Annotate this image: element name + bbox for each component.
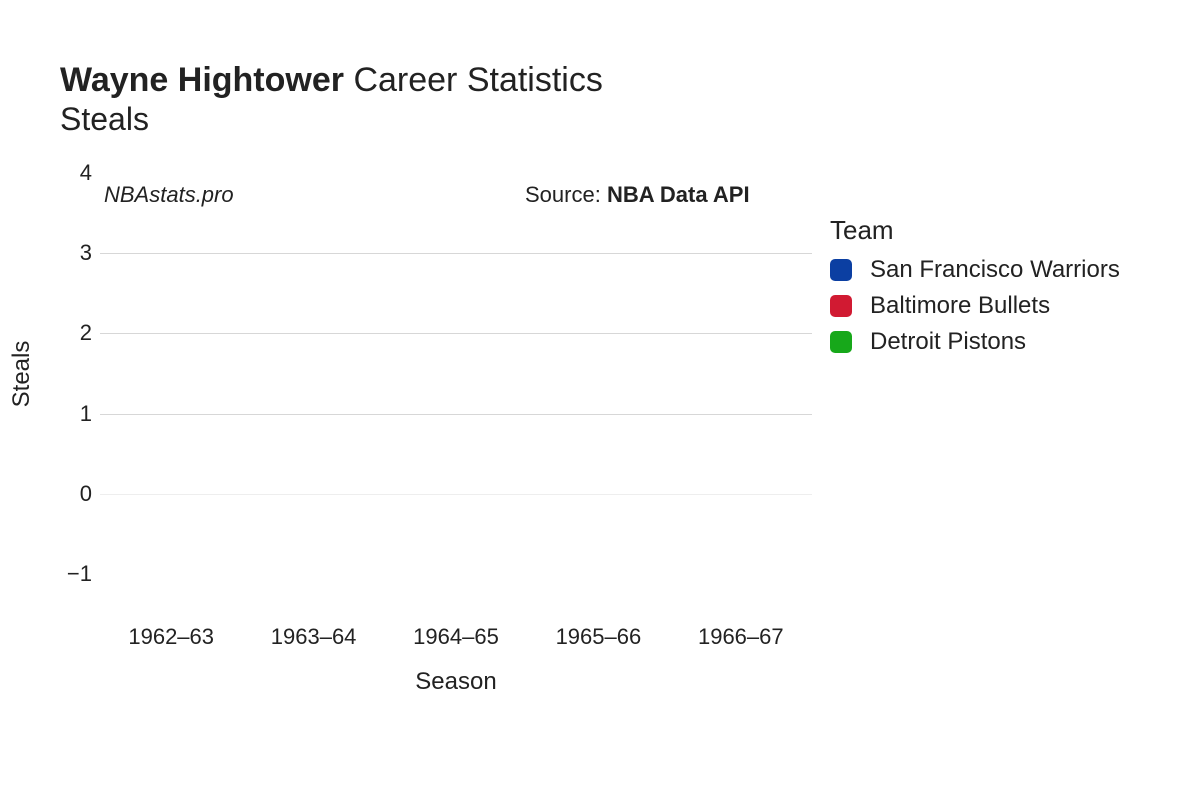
legend-swatch xyxy=(830,295,852,317)
legend: Team San Francisco Warriors Baltimore Bul… xyxy=(830,215,1120,364)
player-name: Wayne Hightower xyxy=(60,61,344,99)
legend-label: Baltimore Bullets xyxy=(870,292,1050,320)
legend-item: Baltimore Bullets xyxy=(830,292,1120,320)
chart-subtitle: Steals xyxy=(60,101,603,138)
legend-title: Team xyxy=(830,215,1120,246)
source-label: Source: NBA Data API xyxy=(525,182,750,208)
chart-title: Wayne Hightower Career Statistics xyxy=(60,62,603,99)
x-tick-label: 1966–67 xyxy=(698,624,784,650)
x-tick-label: 1965–66 xyxy=(556,624,642,650)
legend-swatch xyxy=(830,331,852,353)
watermark-text: NBAstats.pro xyxy=(104,182,234,208)
x-tick-label: 1962–63 xyxy=(128,624,214,650)
gridline xyxy=(100,253,812,254)
source-prefix: Source: xyxy=(525,182,607,207)
gridline xyxy=(100,333,812,334)
legend-item: San Francisco Warriors xyxy=(830,256,1120,284)
source-name: NBA Data API xyxy=(607,182,750,207)
x-tick-label: 1964–65 xyxy=(413,624,499,650)
legend-swatch xyxy=(830,259,852,281)
legend-label: San Francisco Warriors xyxy=(870,256,1120,284)
title-suffix: Career Statistics xyxy=(353,61,602,99)
gridline xyxy=(100,494,812,495)
title-block: Wayne Hightower Career Statistics Steals xyxy=(60,62,603,138)
y-tick-label: −1 xyxy=(67,561,92,587)
x-tick-label: 1963–64 xyxy=(271,624,357,650)
legend-label: Detroit Pistons xyxy=(870,328,1026,356)
chart-container: Wayne Hightower Career Statistics Steals… xyxy=(0,0,1200,800)
y-tick-label: 0 xyxy=(80,481,92,507)
plot-area xyxy=(100,173,812,574)
y-tick-label: 2 xyxy=(80,320,92,346)
legend-item: Detroit Pistons xyxy=(830,328,1120,356)
y-tick-label: 3 xyxy=(80,240,92,266)
y-tick-label: 4 xyxy=(80,160,92,186)
x-axis-label: Season xyxy=(415,668,496,696)
y-axis-label: Steals xyxy=(8,340,36,407)
y-tick-label: 1 xyxy=(80,401,92,427)
gridline xyxy=(100,414,812,415)
